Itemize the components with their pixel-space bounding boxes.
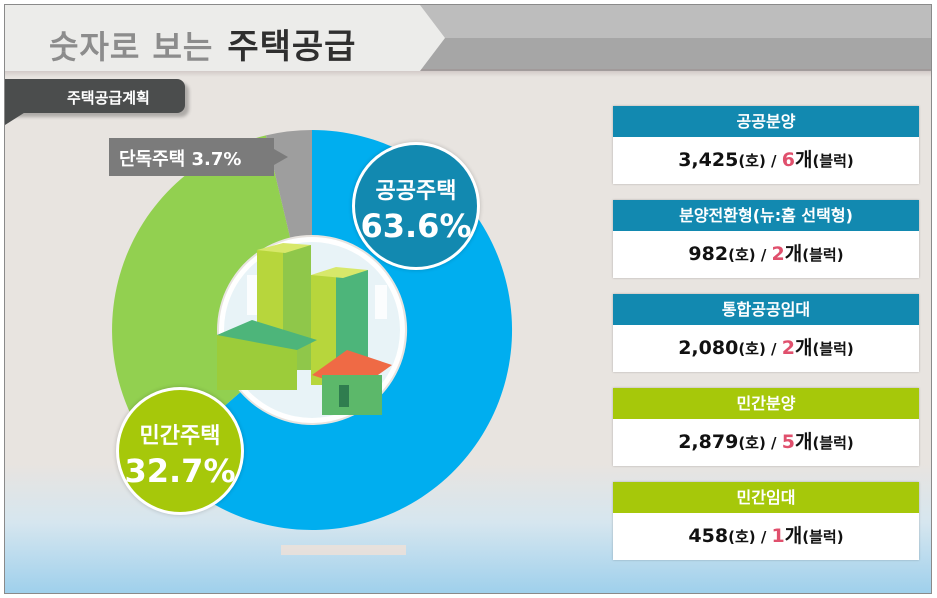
card-value: 2,080(호) / 2개(블럭) xyxy=(613,325,919,372)
blocks: 6 xyxy=(781,149,795,171)
units: 982 xyxy=(688,243,729,265)
unit-suffix: (호) / xyxy=(738,152,782,170)
public-pct: 63.6% xyxy=(360,207,472,245)
card-title: 분양전환형(뉴:홈 선택형) xyxy=(613,200,919,231)
card-public-sale: 공공분양 3,425(호) / 6개(블럭) xyxy=(613,106,919,184)
block-suffix: 개 xyxy=(794,149,813,171)
card-sale-conversion: 분양전환형(뉴:홈 선택형) 982(호) / 2개(블럭) xyxy=(613,200,919,278)
block-suffix: 개 xyxy=(794,431,813,453)
card-integrated-public-rental: 통합공공임대 2,080(호) / 2개(블럭) xyxy=(613,294,919,372)
card-title: 공공분양 xyxy=(613,106,919,137)
buildings-illustration xyxy=(217,237,405,423)
card-value: 458(호) / 1개(블럭) xyxy=(613,513,919,560)
units: 458 xyxy=(688,525,729,547)
decorative-bar xyxy=(281,545,406,555)
private-pct: 32.7% xyxy=(124,452,236,490)
unit-suffix: (호) / xyxy=(728,528,772,546)
block-suffix: 개 xyxy=(794,337,813,359)
unit-suffix: (호) / xyxy=(738,340,782,358)
header-banner xyxy=(5,5,445,71)
blocks: 1 xyxy=(771,525,785,547)
block-suffix: 개 xyxy=(784,525,803,547)
unit-suffix: (호) / xyxy=(738,434,782,452)
block-unit: (블럭) xyxy=(812,434,854,452)
title-light: 숫자로 보는 xyxy=(49,28,214,66)
unit-suffix: (호) / xyxy=(728,246,772,264)
card-value: 2,879(호) / 5개(블럭) xyxy=(613,419,919,466)
card-value: 3,425(호) / 6개(블럭) xyxy=(613,137,919,184)
card-private-rental: 민간임대 458(호) / 1개(블럭) xyxy=(613,482,919,560)
card-title: 통합공공임대 xyxy=(613,294,919,325)
section-tag-label: 주택공급계획 xyxy=(67,89,150,107)
units: 2,879 xyxy=(678,431,739,453)
callout-single-label: 단독주택 3.7% xyxy=(119,149,242,170)
block-unit: (블럭) xyxy=(802,246,844,264)
block-unit: (블럭) xyxy=(812,340,854,358)
bubble-private-housing: 민간주택 32.7% xyxy=(116,387,244,515)
card-private-sale: 민간분양 2,879(호) / 5개(블럭) xyxy=(613,388,919,466)
supply-cards: 공공분양 3,425(호) / 6개(블럭) 분양전환형(뉴:홈 선택형) 98… xyxy=(613,106,919,576)
section-tag-tail xyxy=(5,111,27,125)
title-dark: 주택공급 xyxy=(227,27,357,67)
page-title: 숫자로 보는 주택공급 xyxy=(49,19,356,68)
blocks: 2 xyxy=(781,337,795,359)
card-value: 982(호) / 2개(블럭) xyxy=(613,231,919,278)
block-unit: (블럭) xyxy=(802,528,844,546)
block-suffix: 개 xyxy=(784,243,803,265)
card-title: 민간임대 xyxy=(613,482,919,513)
blocks: 5 xyxy=(781,431,795,453)
units: 2,080 xyxy=(678,337,739,359)
card-title: 민간분양 xyxy=(613,388,919,419)
callout-single-housing: 단독주택 3.7% xyxy=(109,138,288,176)
block-unit: (블럭) xyxy=(812,152,854,170)
private-label: 민간주택 xyxy=(139,424,221,449)
blocks: 2 xyxy=(771,243,785,265)
section-tag: 주택공급계획 xyxy=(5,79,185,113)
public-label: 공공주택 xyxy=(375,179,457,204)
units: 3,425 xyxy=(678,149,739,171)
donut-slice-private xyxy=(112,135,291,462)
header-shadow xyxy=(5,69,931,77)
bubble-public-housing: 공공주택 63.6% xyxy=(352,142,480,270)
infographic-frame: 숫자로 보는 주택공급 주택공급계획 xyxy=(4,4,932,594)
